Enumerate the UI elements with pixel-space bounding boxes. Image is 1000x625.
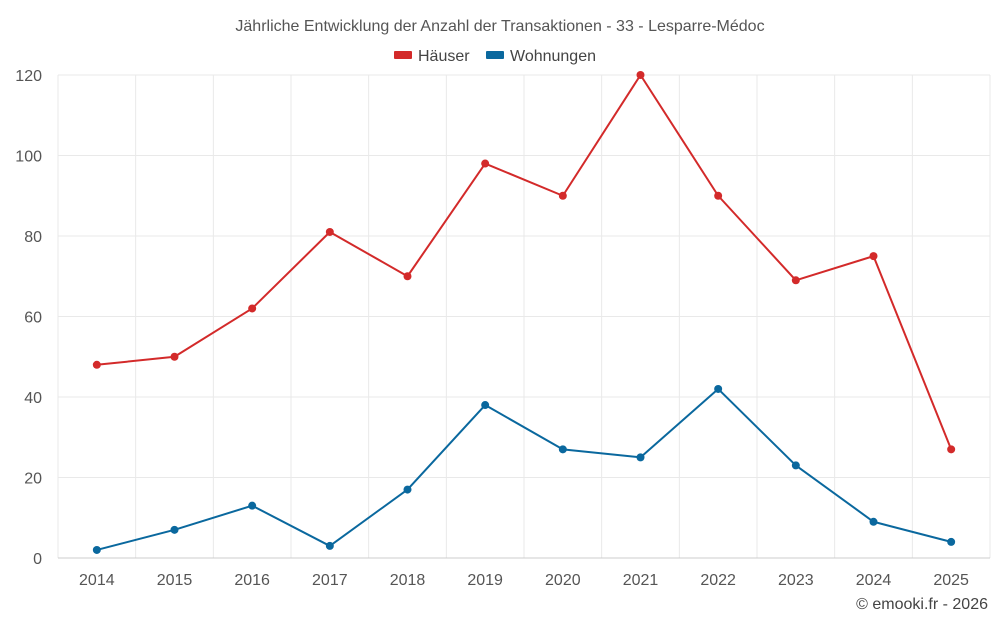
data-point-haeuser[interactable] xyxy=(403,272,412,281)
legend-label-haeuser: Häuser xyxy=(418,48,470,65)
x-tick-label: 2023 xyxy=(778,572,814,589)
data-point-haeuser[interactable] xyxy=(325,227,334,236)
data-point-haeuser[interactable] xyxy=(869,252,878,261)
data-point-haeuser[interactable] xyxy=(558,191,567,200)
x-tick-label: 2019 xyxy=(467,572,503,589)
data-point-wohnungen[interactable] xyxy=(791,461,800,470)
legend: Häuser Wohnungen xyxy=(394,48,596,65)
legend-swatch-haeuser xyxy=(394,51,412,59)
data-point-haeuser[interactable] xyxy=(248,304,257,313)
x-tick-label: 2017 xyxy=(312,572,348,589)
legend-swatch-wohnungen xyxy=(486,51,504,59)
data-point-haeuser[interactable] xyxy=(714,191,723,200)
legend-item-wohnungen[interactable]: Wohnungen xyxy=(486,48,596,65)
data-point-wohnungen[interactable] xyxy=(170,525,179,534)
series xyxy=(92,71,956,554)
series-line-wohnungen xyxy=(96,387,952,551)
y-tick-label: 20 xyxy=(24,471,42,488)
x-axis-ticks: 2014 2015 2016 2017 2018 2019 2020 2021 2022 2023… xyxy=(79,572,969,589)
x-tick-label: 2015 xyxy=(157,572,193,589)
data-point-wohnungen[interactable] xyxy=(869,517,878,526)
x-tick-label: 2025 xyxy=(933,572,969,589)
x-tick-label: 2018 xyxy=(390,572,426,589)
footer-credit: © emooki.fr - 2026 xyxy=(856,596,988,613)
data-point-haeuser[interactable] xyxy=(481,159,490,168)
data-point-haeuser[interactable] xyxy=(170,352,179,361)
legend-label-wohnungen: Wohnungen xyxy=(510,48,596,65)
x-tick-label: 2016 xyxy=(234,572,270,589)
grid xyxy=(57,74,991,558)
data-point-haeuser[interactable] xyxy=(636,71,645,79)
data-point-wohnungen[interactable] xyxy=(248,501,257,510)
y-axis-ticks: 0 20 40 60 80 100 120 xyxy=(15,68,42,568)
y-tick-label: 120 xyxy=(15,68,42,85)
y-tick-label: 100 xyxy=(15,149,42,166)
data-point-haeuser[interactable] xyxy=(947,445,956,454)
data-point-wohnungen[interactable] xyxy=(636,453,645,462)
data-point-wohnungen[interactable] xyxy=(92,545,101,554)
chart-title: Jährliche Entwicklung der Anzahl der Tra… xyxy=(235,18,764,35)
x-tick-label: 2022 xyxy=(700,572,736,589)
data-point-wohnungen[interactable] xyxy=(947,537,956,546)
x-tick-label: 2021 xyxy=(623,572,659,589)
series-line-haeuser xyxy=(96,74,953,450)
x-tick-label: 2024 xyxy=(856,572,892,589)
data-point-haeuser[interactable] xyxy=(791,276,800,285)
data-point-wohnungen[interactable] xyxy=(403,485,412,494)
y-tick-label: 60 xyxy=(24,310,42,327)
data-point-wohnungen[interactable] xyxy=(481,401,490,410)
x-tick-label: 2020 xyxy=(545,572,581,589)
legend-item-haeuser[interactable]: Häuser xyxy=(394,48,470,65)
data-point-wohnungen[interactable] xyxy=(325,541,334,550)
data-point-wohnungen[interactable] xyxy=(558,445,567,454)
y-tick-label: 80 xyxy=(24,229,42,246)
y-tick-label: 40 xyxy=(24,390,42,407)
data-point-wohnungen[interactable] xyxy=(714,384,723,393)
data-point-haeuser[interactable] xyxy=(92,360,101,369)
x-tick-label: 2014 xyxy=(79,572,115,589)
y-tick-label: 0 xyxy=(33,551,42,568)
